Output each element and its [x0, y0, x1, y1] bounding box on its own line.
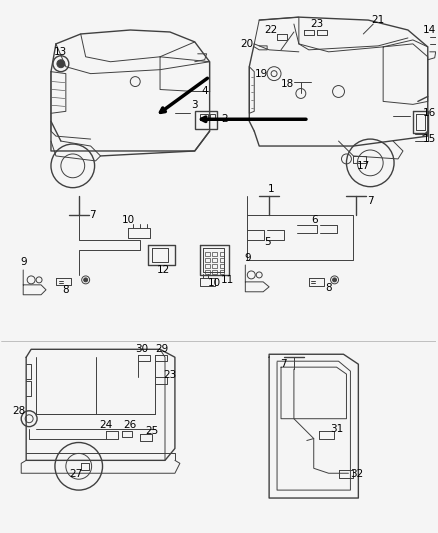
Text: 11: 11 — [221, 275, 234, 285]
Text: 10: 10 — [122, 215, 135, 225]
Text: 8: 8 — [325, 283, 332, 293]
Bar — [200, 114, 208, 120]
Bar — [219, 264, 225, 268]
Bar — [219, 258, 225, 262]
Text: 2: 2 — [221, 114, 228, 124]
Text: 3: 3 — [191, 100, 198, 110]
Text: 4: 4 — [201, 86, 208, 96]
Text: 23: 23 — [310, 19, 323, 29]
Bar — [219, 252, 225, 256]
Text: 9: 9 — [20, 257, 27, 267]
Text: 12: 12 — [156, 265, 170, 275]
Text: 21: 21 — [371, 15, 385, 25]
Bar — [210, 114, 215, 120]
Text: 8: 8 — [63, 285, 69, 295]
Bar — [219, 270, 225, 274]
Bar — [205, 270, 210, 274]
Text: 18: 18 — [280, 78, 293, 88]
Bar — [212, 258, 216, 262]
Text: 5: 5 — [264, 237, 270, 247]
Text: 7: 7 — [280, 359, 286, 369]
Text: 17: 17 — [357, 161, 370, 171]
Circle shape — [332, 278, 336, 282]
Circle shape — [57, 60, 65, 68]
Text: 7: 7 — [367, 196, 374, 206]
Circle shape — [84, 278, 88, 282]
Text: 26: 26 — [124, 419, 137, 430]
Text: 16: 16 — [423, 108, 436, 118]
Text: 25: 25 — [145, 426, 159, 435]
Text: 9: 9 — [244, 253, 251, 263]
Text: 10: 10 — [208, 278, 221, 288]
Text: 30: 30 — [136, 344, 149, 354]
Text: 15: 15 — [423, 134, 436, 144]
Text: 7: 7 — [89, 211, 96, 221]
Text: 31: 31 — [330, 424, 343, 434]
Text: 22: 22 — [265, 25, 278, 35]
Text: 13: 13 — [54, 47, 67, 57]
Bar — [212, 270, 216, 274]
Bar — [212, 252, 216, 256]
Text: 6: 6 — [311, 215, 318, 225]
Bar — [205, 258, 210, 262]
Text: 32: 32 — [350, 469, 363, 479]
Text: 19: 19 — [254, 69, 268, 79]
Text: 1: 1 — [268, 184, 275, 193]
Text: 20: 20 — [241, 39, 254, 49]
Bar — [212, 264, 216, 268]
Text: 29: 29 — [155, 344, 169, 354]
Text: 14: 14 — [423, 25, 436, 35]
Text: 27: 27 — [69, 469, 82, 479]
Bar — [205, 264, 210, 268]
Bar — [195, 111, 216, 129]
Text: 28: 28 — [13, 406, 26, 416]
Text: 24: 24 — [99, 419, 112, 430]
Text: 23: 23 — [163, 370, 177, 380]
Bar — [205, 252, 210, 256]
